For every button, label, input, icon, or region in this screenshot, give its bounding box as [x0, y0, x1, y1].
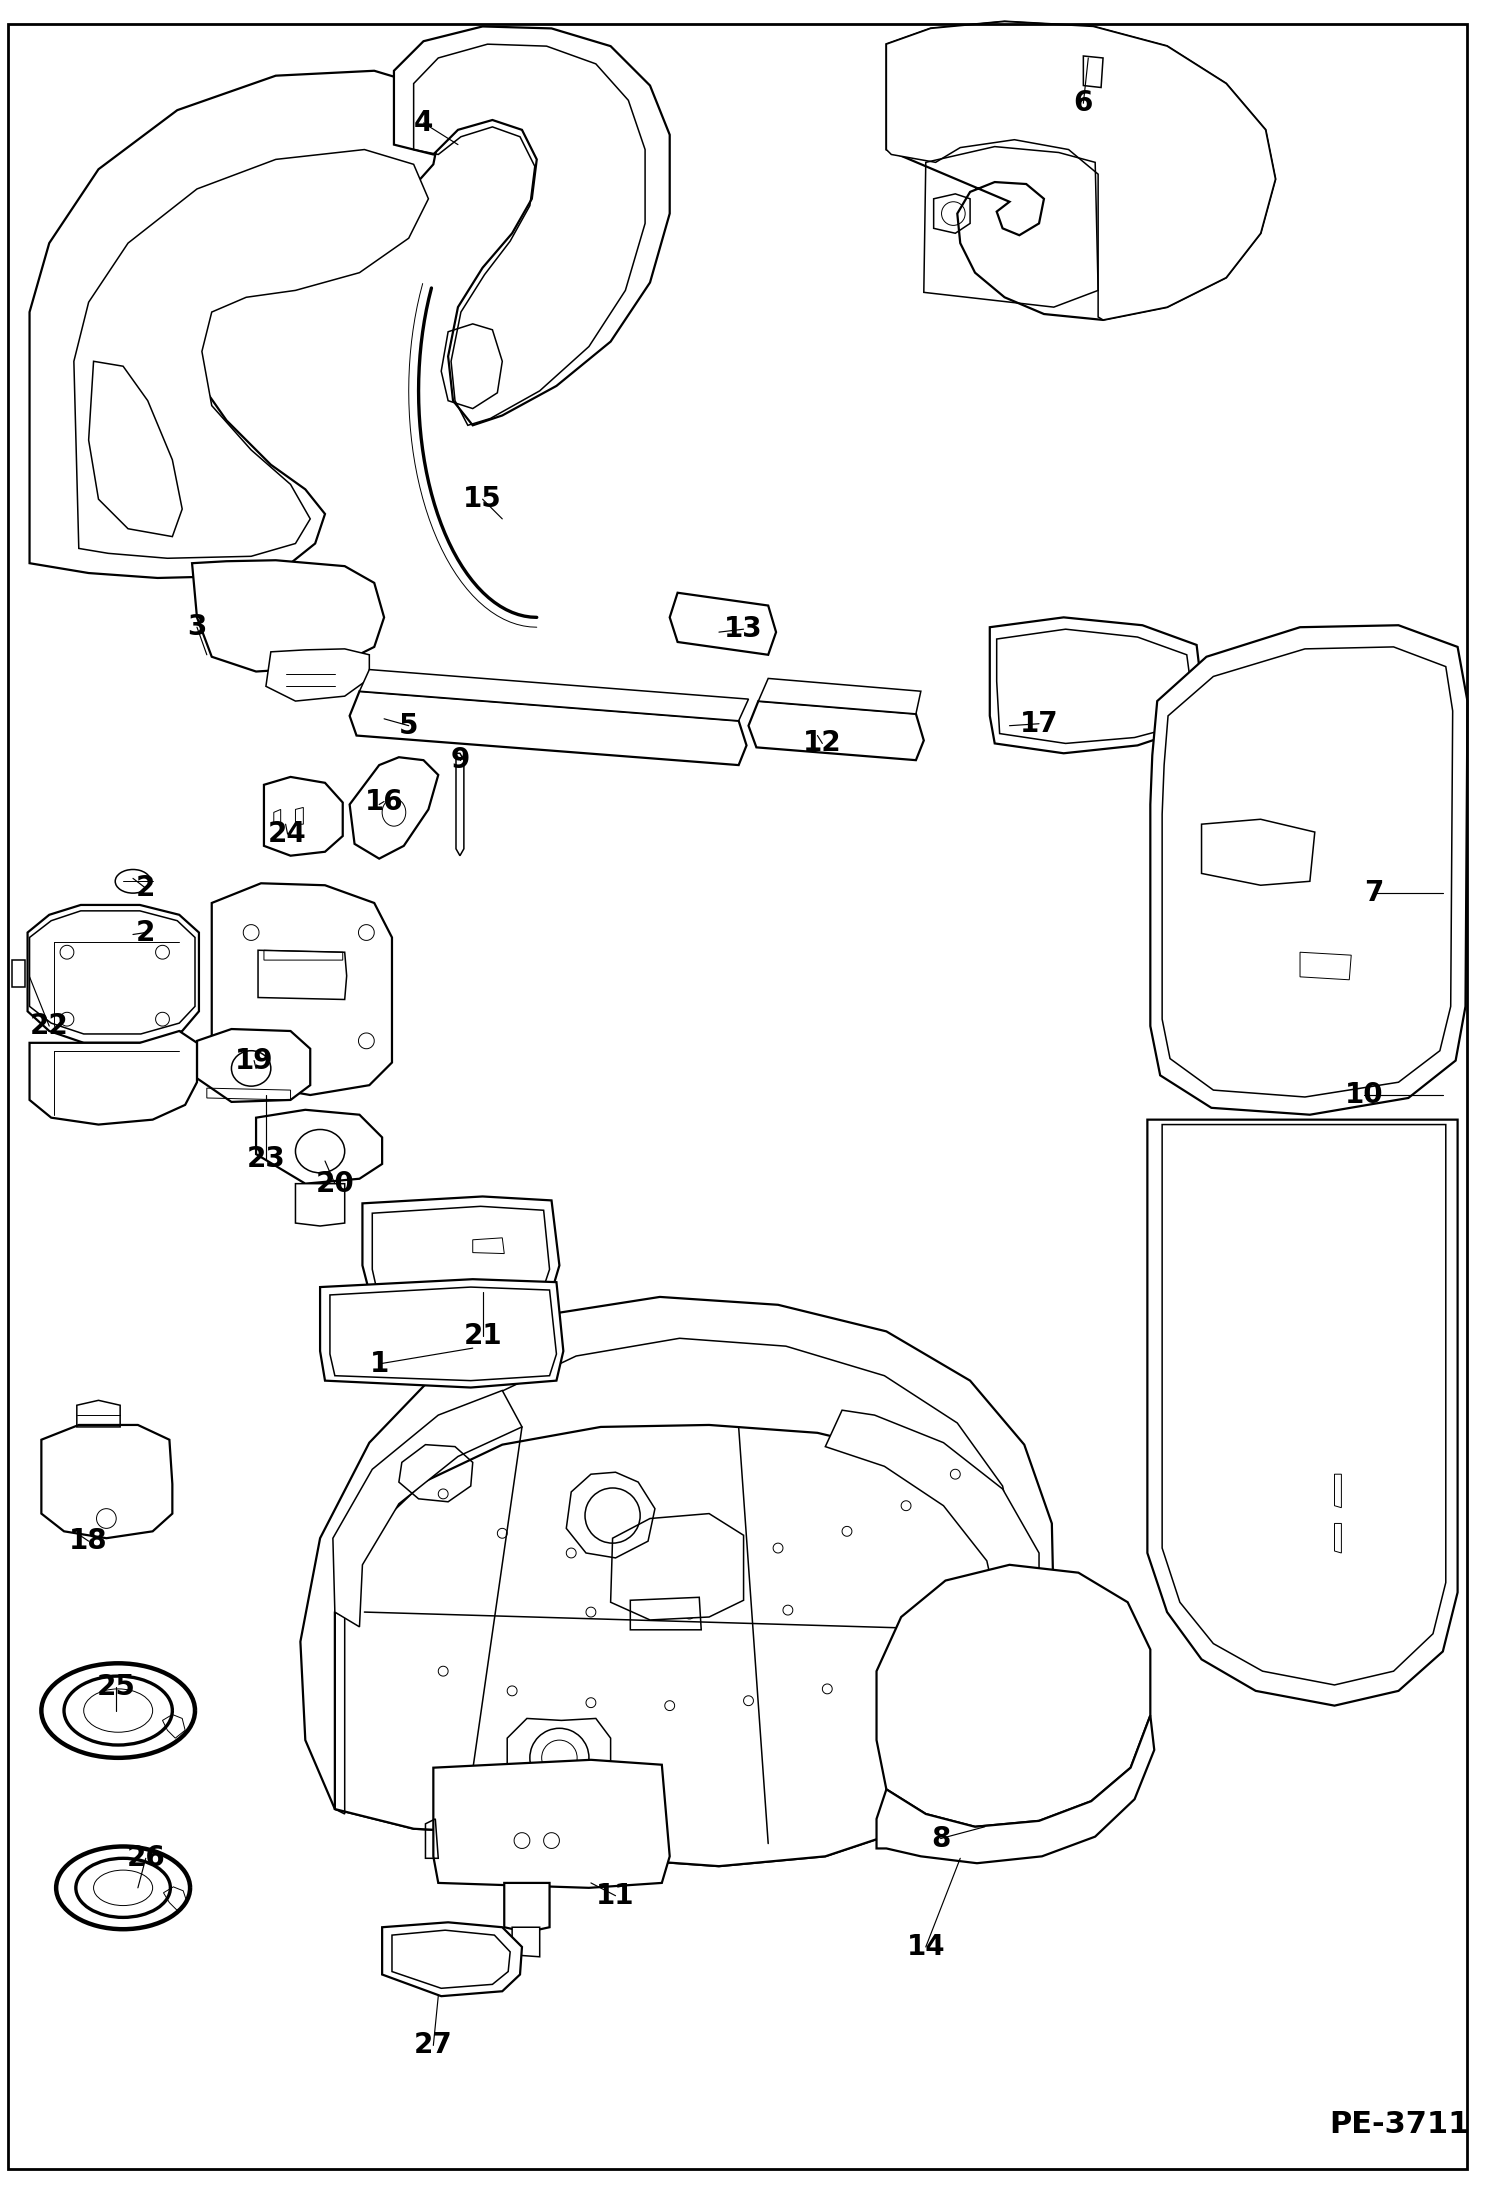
Polygon shape — [30, 1031, 196, 1125]
Text: 11: 11 — [596, 1882, 635, 1910]
Polygon shape — [505, 1884, 550, 1932]
Polygon shape — [876, 1715, 1155, 1864]
Text: 8: 8 — [930, 1825, 950, 1853]
Text: 12: 12 — [803, 730, 842, 757]
Polygon shape — [349, 757, 439, 860]
Text: 21: 21 — [463, 1322, 502, 1351]
Polygon shape — [256, 1110, 382, 1184]
Text: 25: 25 — [97, 1673, 136, 1702]
Polygon shape — [670, 592, 776, 656]
Text: 24: 24 — [268, 820, 307, 849]
Text: PE-3711: PE-3711 — [1330, 2110, 1470, 2138]
Text: 4: 4 — [413, 110, 433, 136]
Polygon shape — [611, 1513, 743, 1621]
Text: 1: 1 — [370, 1351, 389, 1377]
Polygon shape — [990, 618, 1201, 752]
Text: 27: 27 — [413, 2031, 452, 2059]
Polygon shape — [349, 691, 746, 765]
Text: 10: 10 — [1345, 1081, 1383, 1110]
Polygon shape — [1150, 625, 1468, 1114]
Polygon shape — [360, 669, 749, 721]
Polygon shape — [825, 1410, 1040, 1632]
Polygon shape — [333, 1390, 521, 1627]
Text: 6: 6 — [1074, 90, 1094, 116]
Text: 19: 19 — [235, 1046, 273, 1075]
Text: 14: 14 — [906, 1932, 945, 1961]
Text: 15: 15 — [463, 485, 502, 513]
Polygon shape — [394, 26, 670, 425]
Text: 3: 3 — [187, 614, 207, 640]
Polygon shape — [887, 22, 1275, 320]
Polygon shape — [27, 906, 199, 1044]
Polygon shape — [887, 22, 1275, 320]
Polygon shape — [382, 1923, 521, 1996]
Text: 17: 17 — [1020, 711, 1059, 737]
Text: 26: 26 — [126, 1844, 165, 1873]
Polygon shape — [42, 1425, 172, 1537]
Polygon shape — [295, 1184, 345, 1226]
Polygon shape — [363, 1197, 559, 1296]
Polygon shape — [73, 149, 428, 559]
Polygon shape — [508, 1719, 611, 1798]
Text: 7: 7 — [1365, 879, 1384, 908]
Text: 18: 18 — [69, 1526, 108, 1555]
Polygon shape — [264, 776, 343, 855]
Polygon shape — [336, 1425, 1040, 1866]
Polygon shape — [301, 1296, 1053, 1866]
Polygon shape — [876, 1566, 1150, 1827]
Text: 16: 16 — [366, 787, 403, 816]
Text: 23: 23 — [247, 1145, 285, 1173]
Polygon shape — [433, 1759, 670, 1888]
Text: 2: 2 — [136, 875, 156, 901]
Polygon shape — [749, 702, 924, 761]
Text: 9: 9 — [451, 746, 469, 774]
Polygon shape — [455, 752, 464, 855]
Polygon shape — [758, 678, 921, 715]
Polygon shape — [1147, 1121, 1458, 1706]
Text: 5: 5 — [398, 713, 418, 739]
Polygon shape — [321, 1279, 563, 1388]
Polygon shape — [267, 649, 370, 702]
Text: 22: 22 — [30, 1013, 69, 1039]
Text: 13: 13 — [724, 616, 762, 643]
Polygon shape — [211, 884, 392, 1094]
Polygon shape — [30, 70, 443, 579]
Text: 2: 2 — [136, 919, 156, 947]
Polygon shape — [192, 559, 383, 671]
Text: 20: 20 — [316, 1169, 354, 1197]
Polygon shape — [196, 1029, 310, 1101]
Polygon shape — [512, 1928, 539, 1956]
